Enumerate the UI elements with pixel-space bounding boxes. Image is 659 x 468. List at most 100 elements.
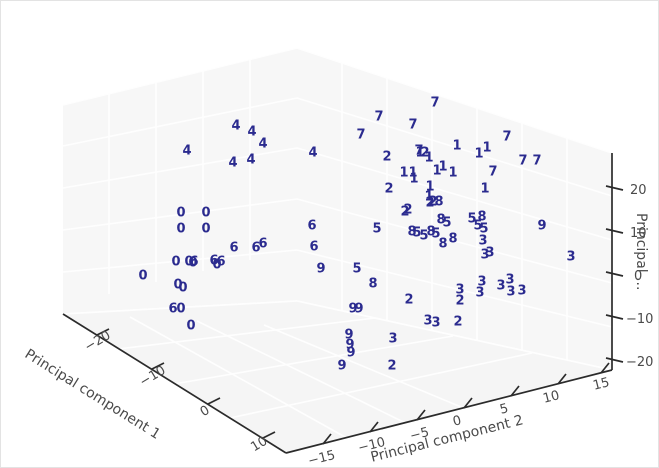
pane-left xyxy=(62,47,298,315)
scatter-point-8: 8 xyxy=(368,276,378,292)
scatter-point-2: 2 xyxy=(453,314,463,330)
y-axis-title: Principal component 2 xyxy=(369,412,525,466)
scatter-point-2: 2 xyxy=(387,358,397,374)
scatter-point-3: 3 xyxy=(388,331,398,347)
scatter-point-3: 3 xyxy=(475,285,485,301)
scatter-point-6: 6 xyxy=(229,240,239,256)
x-tick-label: −10 xyxy=(137,363,169,390)
x-axis-title: Principal component 1 xyxy=(21,346,164,443)
scatter-point-2: 2 xyxy=(425,195,435,211)
scatter-point-1: 1 xyxy=(399,165,409,181)
scatter-point-7: 7 xyxy=(408,117,418,133)
scatter-point-5: 5 xyxy=(479,221,489,237)
y-axis-spine xyxy=(285,362,613,454)
y-tick-label: 15 xyxy=(591,375,612,394)
z-tick-label: 0 xyxy=(634,269,643,284)
scatter-point-9: 9 xyxy=(348,301,358,317)
y-tick-label: 10 xyxy=(541,388,562,407)
scatter-point-2: 2 xyxy=(382,149,392,165)
scatter-point-4: 4 xyxy=(247,124,257,140)
scatter-point-7: 7 xyxy=(430,95,440,111)
scatter-point-0: 0 xyxy=(173,277,183,293)
scatter-point-1: 1 xyxy=(438,159,448,175)
z-tick-label: −10 xyxy=(626,312,654,327)
scatter-point-3: 3 xyxy=(455,282,465,298)
z-tick-label: 20 xyxy=(630,183,647,198)
scatter-point-6: 6 xyxy=(258,236,268,252)
scatter-point-0: 0 xyxy=(176,221,186,237)
scatter-point-1: 1 xyxy=(474,146,484,162)
scatter-point-1: 1 xyxy=(415,145,425,161)
scatter-point-3: 3 xyxy=(505,272,515,288)
scatter-point-3: 3 xyxy=(566,249,576,265)
scatter-point-1: 1 xyxy=(425,179,435,195)
scatter-point-0: 0 xyxy=(186,318,196,334)
z-tick-label: 10 xyxy=(630,226,647,241)
scatter-point-5: 5 xyxy=(372,221,382,237)
scatter-point-5: 5 xyxy=(467,211,477,227)
scatter-point-7: 7 xyxy=(518,153,528,169)
scatter-point-5: 5 xyxy=(473,218,483,234)
x-tick-label: −20 xyxy=(82,328,114,355)
scatter-point-9: 9 xyxy=(354,301,364,317)
scatter-point-2: 2 xyxy=(403,202,413,218)
scatter-point-0: 0 xyxy=(201,205,211,221)
scatter-point-1: 1 xyxy=(409,171,419,187)
scatter-point-8: 8 xyxy=(426,224,436,240)
scatter-point-0: 0 xyxy=(212,257,222,273)
scatter-point-1: 1 xyxy=(452,138,462,154)
scatter-point-3: 3 xyxy=(423,313,433,329)
scatter-point-0: 0 xyxy=(201,221,211,237)
scatter-point-5: 5 xyxy=(442,215,452,231)
scatter-point-1: 1 xyxy=(432,163,442,179)
scatter-point-9: 9 xyxy=(537,218,547,234)
scatter-point-3: 3 xyxy=(496,278,506,294)
scatter-point-6: 6 xyxy=(216,254,226,270)
scatter-point-0: 0 xyxy=(176,205,186,221)
scatter-point-9: 9 xyxy=(344,327,354,343)
scatter-point-3: 3 xyxy=(478,233,488,249)
scatter-point-5: 5 xyxy=(419,228,429,244)
scatter-point-3: 3 xyxy=(517,283,527,299)
scatter-point-8: 8 xyxy=(407,224,417,240)
scatter-point-8: 8 xyxy=(477,209,487,225)
scatter-point-6: 6 xyxy=(307,218,317,234)
scatter-point-1: 1 xyxy=(448,165,458,181)
scatter-point-2: 2 xyxy=(404,292,414,308)
scatter-point-4: 4 xyxy=(246,152,256,168)
scatter-point-9: 9 xyxy=(346,345,356,361)
scatter-point-1: 1 xyxy=(424,150,434,166)
scatter-point-8: 8 xyxy=(448,231,458,247)
scatter-point-3: 3 xyxy=(477,274,487,290)
scatter-point-5: 5 xyxy=(412,225,422,241)
scatter-point-2: 2 xyxy=(400,204,410,220)
x-tick-label: 10 xyxy=(248,433,271,456)
scatter-point-0: 0 xyxy=(184,254,194,270)
scatter-point-1: 1 xyxy=(424,189,434,205)
scatter-point-6: 6 xyxy=(168,301,178,317)
scatter-point-4: 4 xyxy=(258,136,268,152)
scatter-point-1: 1 xyxy=(482,140,492,156)
scatter-point-0: 0 xyxy=(178,280,188,296)
scatter-point-6: 6 xyxy=(209,253,219,269)
x-axis-spine xyxy=(62,313,287,454)
scatter-point-0: 0 xyxy=(176,301,186,317)
scatter-point-2: 2 xyxy=(384,181,394,197)
scatter-point-5: 5 xyxy=(431,226,441,242)
scatter-point-7: 7 xyxy=(374,109,384,125)
scatter-point-5: 5 xyxy=(352,261,362,277)
scatter-point-3: 3 xyxy=(431,315,441,331)
scatter-point-3: 3 xyxy=(485,245,495,261)
scatter-point-1: 1 xyxy=(480,181,490,197)
pane-right xyxy=(296,47,613,388)
scatter-point-4: 4 xyxy=(308,145,318,161)
scatter-point-8: 8 xyxy=(438,236,448,252)
scatter-point-4: 4 xyxy=(182,143,192,159)
scatter-point-4: 4 xyxy=(228,155,238,171)
scatter-point-6: 6 xyxy=(189,254,199,270)
z-tick-label: −20 xyxy=(626,355,654,370)
